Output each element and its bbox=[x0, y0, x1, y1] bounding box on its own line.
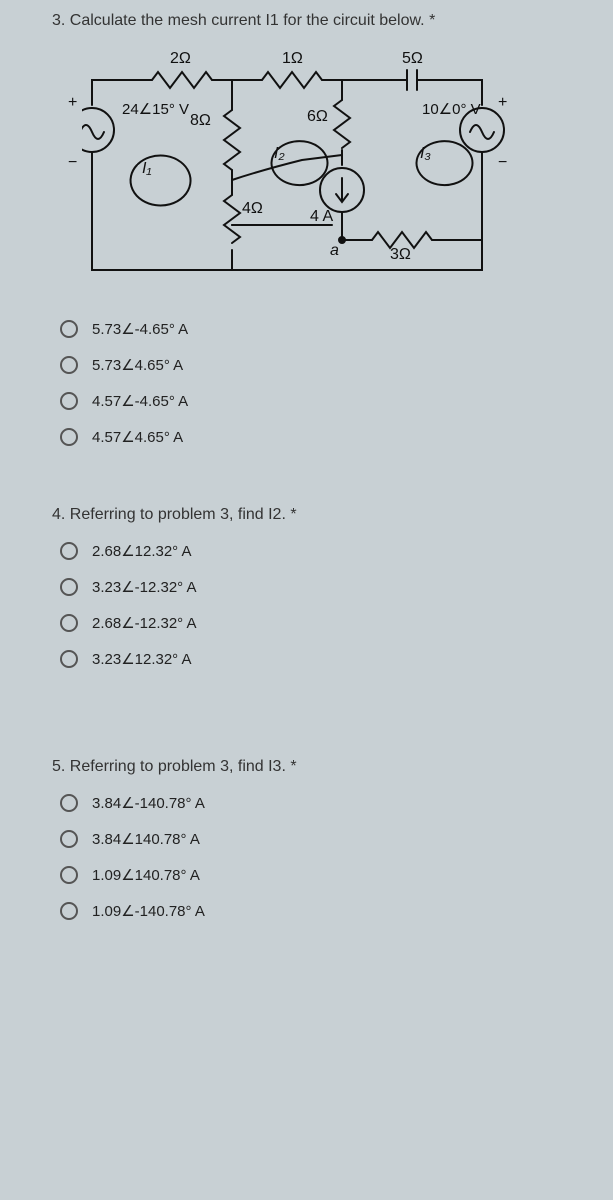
q4-option[interactable]: 3.23∠12.32° A bbox=[60, 650, 585, 668]
polarity-right-plus: + bbox=[498, 94, 507, 112]
label-c-5ohm: 5Ω bbox=[402, 50, 423, 68]
label-r-6ohm: 6Ω bbox=[307, 108, 328, 126]
q3-option[interactable]: 4.57∠4.65° A bbox=[60, 428, 585, 446]
label-loop-i1: I₁ bbox=[142, 160, 152, 178]
q3-option[interactable]: 5.73∠-4.65° A bbox=[60, 320, 585, 338]
label-r-2ohm: 2Ω bbox=[170, 50, 191, 68]
q3-prompt: 3. Calculate the mesh current I1 for the… bbox=[52, 12, 585, 30]
radio-icon bbox=[60, 542, 78, 560]
radio-icon bbox=[60, 320, 78, 338]
q3-option[interactable]: 5.73∠4.65° A bbox=[60, 356, 585, 374]
option-label: 3.23∠-12.32° A bbox=[92, 578, 197, 596]
q4-option[interactable]: 2.68∠-12.32° A bbox=[60, 614, 585, 632]
q4-option[interactable]: 3.23∠-12.32° A bbox=[60, 578, 585, 596]
radio-icon bbox=[60, 866, 78, 884]
label-vsrc-right: 10∠0° V bbox=[422, 100, 481, 118]
radio-icon bbox=[60, 356, 78, 374]
label-r-4ohm: 4Ω bbox=[242, 200, 263, 218]
option-label: 2.68∠12.32° A bbox=[92, 542, 192, 560]
q5-option[interactable]: 3.84∠-140.78° A bbox=[60, 794, 585, 812]
q4-options: 2.68∠12.32° A 3.23∠-12.32° A 2.68∠-12.32… bbox=[60, 542, 585, 668]
option-label: 5.73∠4.65° A bbox=[92, 356, 183, 374]
polarity-left-minus: − bbox=[68, 154, 77, 172]
q3-option[interactable]: 4.57∠-4.65° A bbox=[60, 392, 585, 410]
radio-icon bbox=[60, 830, 78, 848]
circuit-diagram: 2Ω 1Ω 5Ω 24∠15° V 10∠0° V 8Ω 6Ω 4Ω 3Ω 4 … bbox=[82, 50, 522, 290]
q5-options: 3.84∠-140.78° A 3.84∠140.78° A 1.09∠140.… bbox=[60, 794, 585, 920]
label-vsrc-left: 24∠15° V bbox=[122, 100, 189, 118]
q5-prompt: 5. Referring to problem 3, find I3. * bbox=[52, 758, 585, 776]
q5-option[interactable]: 3.84∠140.78° A bbox=[60, 830, 585, 848]
option-label: 1.09∠-140.78° A bbox=[92, 902, 205, 920]
label-loop-i2: I₂ bbox=[274, 145, 285, 163]
label-isrc-4a: 4 A bbox=[310, 208, 333, 226]
polarity-right-minus: − bbox=[498, 154, 507, 172]
radio-icon bbox=[60, 650, 78, 668]
q5-option[interactable]: 1.09∠-140.78° A bbox=[60, 902, 585, 920]
radio-icon bbox=[60, 428, 78, 446]
radio-icon bbox=[60, 902, 78, 920]
q5-option[interactable]: 1.09∠140.78° A bbox=[60, 866, 585, 884]
label-loop-i3: I₃ bbox=[420, 145, 431, 163]
option-label: 4.57∠4.65° A bbox=[92, 428, 183, 446]
option-label: 3.84∠140.78° A bbox=[92, 830, 200, 848]
option-label: 1.09∠140.78° A bbox=[92, 866, 200, 884]
option-label: 2.68∠-12.32° A bbox=[92, 614, 197, 632]
option-label: 3.23∠12.32° A bbox=[92, 650, 192, 668]
radio-icon bbox=[60, 392, 78, 410]
label-r-8ohm: 8Ω bbox=[190, 112, 211, 130]
q4-prompt: 4. Referring to problem 3, find I2. * bbox=[52, 506, 585, 524]
option-label: 3.84∠-140.78° A bbox=[92, 794, 205, 812]
option-label: 5.73∠-4.65° A bbox=[92, 320, 188, 338]
label-r-1ohm: 1Ω bbox=[282, 50, 303, 68]
q4-option[interactable]: 2.68∠12.32° A bbox=[60, 542, 585, 560]
radio-icon bbox=[60, 614, 78, 632]
radio-icon bbox=[60, 578, 78, 596]
radio-icon bbox=[60, 794, 78, 812]
option-label: 4.57∠-4.65° A bbox=[92, 392, 188, 410]
label-node-a: a bbox=[330, 242, 339, 260]
polarity-left-plus: + bbox=[68, 94, 77, 112]
label-r-3ohm: 3Ω bbox=[390, 246, 411, 264]
q3-options: 5.73∠-4.65° A 5.73∠4.65° A 4.57∠-4.65° A… bbox=[60, 320, 585, 446]
